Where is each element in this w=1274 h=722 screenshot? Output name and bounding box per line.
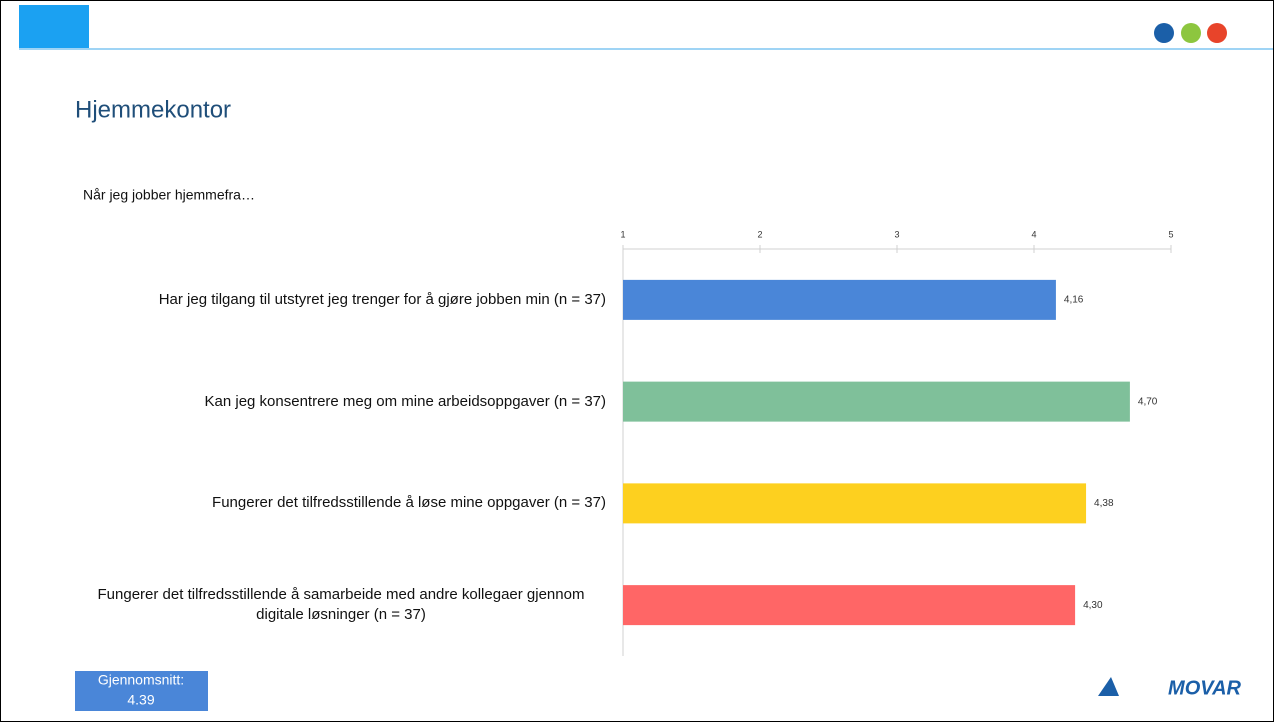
x-tick-label: 1 [620,229,625,239]
value-label: 4,70 [1138,396,1158,407]
average-label: Gjennomsnitt: [98,672,184,688]
category-text: Fungerer det tilfredsstillende å samarbe… [97,586,585,624]
icon-water [1154,23,1174,43]
category-label: Har jeg tilgang til utstyret jeg trenger… [41,270,606,330]
bar [623,279,1056,320]
title: Hjemmekontor [75,96,231,123]
average-box [75,671,208,711]
bar [623,585,1076,626]
x-tick-label: 2 [757,229,762,239]
header-accent [19,5,89,49]
subtitle: Når jeg jobber hjemmefra… [83,187,255,203]
value-label: 4,30 [1083,600,1103,611]
x-tick-label: 3 [894,229,899,239]
category-text: Kan jeg konsentrere meg om mine arbeidso… [204,392,606,410]
icon-fire [1207,23,1227,43]
bar [623,483,1087,524]
category-label: Fungerer det tilfredsstillende å løse mi… [41,473,606,533]
category-label: Kan jeg konsentrere meg om mine arbeidso… [41,372,606,432]
category-label: Fungerer det tilfredsstillende å samarbe… [41,575,606,635]
category-text: Fungerer det tilfredsstillende å løse mi… [212,494,606,512]
icon-recycle [1181,23,1201,43]
category-text: Har jeg tilgang til utstyret jeg trenger… [158,290,606,308]
x-tick-label: 5 [1168,229,1173,239]
average-value: 4.39 [127,692,154,708]
logo: MOVAR [1168,677,1242,699]
value-label: 4,16 [1064,295,1084,306]
x-tick-label: 4 [1031,229,1036,239]
value-label: 4,38 [1094,498,1114,509]
logo-icon [1098,677,1119,696]
bar [623,381,1130,422]
